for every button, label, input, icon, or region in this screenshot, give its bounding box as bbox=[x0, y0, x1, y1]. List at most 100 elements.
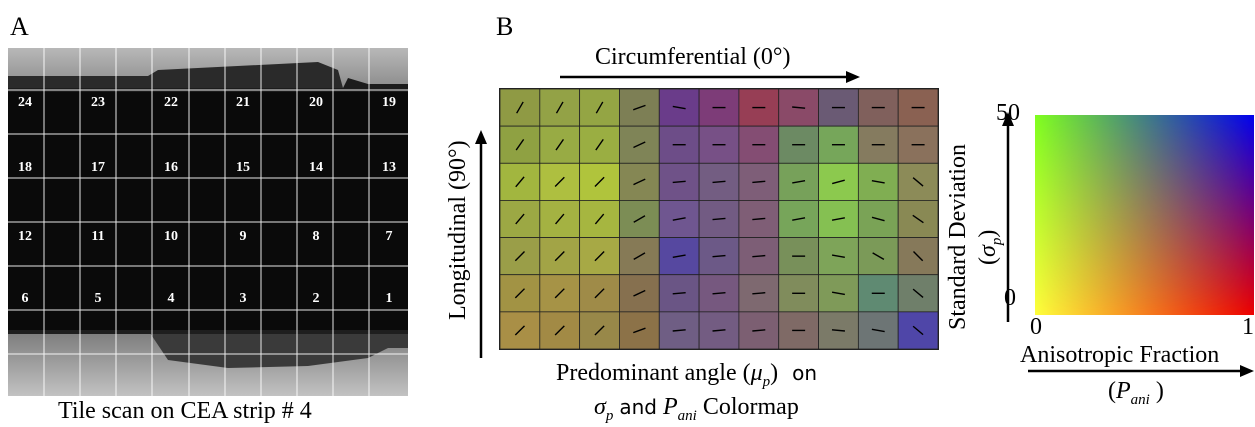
orientation-mark bbox=[633, 141, 646, 149]
orientation-mark bbox=[712, 217, 726, 221]
orientation-mark bbox=[516, 101, 524, 114]
orientation-mark bbox=[554, 251, 565, 262]
colormap-x-min: 0 bbox=[1030, 314, 1042, 340]
orientation-mark bbox=[515, 176, 525, 188]
orientation-mark bbox=[633, 104, 646, 111]
orientation-mark bbox=[672, 217, 686, 221]
grid-cell bbox=[499, 162, 541, 201]
orientation-mark bbox=[831, 329, 845, 332]
tile-number: 16 bbox=[164, 160, 178, 175]
tile-number: 1 bbox=[385, 291, 393, 306]
orientation-mark bbox=[752, 217, 766, 221]
orientation-mark bbox=[672, 105, 686, 110]
panel-a-caption: Tile scan on CEA strip # 4 bbox=[58, 398, 312, 424]
orientation-mark bbox=[633, 215, 646, 223]
colormap-y-min: 0 bbox=[1004, 285, 1016, 311]
longitudinal-arrow bbox=[475, 130, 487, 358]
orientation-mark bbox=[831, 291, 845, 296]
circumferential-arrow bbox=[560, 71, 860, 83]
caption-and: and bbox=[619, 395, 657, 419]
colormap-p: P bbox=[1116, 378, 1131, 404]
orientation-mark bbox=[831, 254, 845, 258]
orientation-mark bbox=[555, 213, 565, 225]
orientation-mark bbox=[872, 252, 885, 260]
orientation-mark bbox=[792, 217, 806, 221]
caption-mu-sub: p bbox=[762, 373, 771, 390]
orientation-mark bbox=[672, 254, 686, 258]
tile-number: 22 bbox=[164, 95, 178, 110]
tile-number: 23 bbox=[91, 95, 105, 110]
tile-number: 10 bbox=[164, 229, 178, 244]
orientation-mark bbox=[594, 288, 605, 299]
grid-cell bbox=[738, 237, 780, 276]
grid-cell bbox=[619, 237, 660, 276]
colormap-p-sub: ani bbox=[1130, 391, 1150, 408]
tile-number: 6 bbox=[21, 291, 29, 306]
caption-mu: μ bbox=[750, 360, 763, 386]
orientation-mark bbox=[555, 101, 564, 114]
orientation-mark bbox=[712, 254, 726, 258]
caption-p-sub: ani bbox=[677, 407, 697, 424]
orientation-mark bbox=[594, 251, 605, 262]
orientation-mark bbox=[792, 180, 806, 184]
orientation-mark bbox=[792, 106, 806, 109]
orientation-mark bbox=[514, 288, 526, 299]
tile-number: 12 bbox=[18, 229, 32, 244]
colormap-square bbox=[1035, 115, 1254, 315]
orientation-mark bbox=[871, 180, 885, 184]
panel-b-caption-line1: Predominant angle (μp) on bbox=[556, 360, 817, 391]
colormap-x-max: 1 bbox=[1242, 314, 1254, 340]
orientation-mark bbox=[912, 251, 924, 262]
longitudinal-label: Longitudinal (90°) bbox=[445, 140, 471, 320]
caption-colormap: Colormap bbox=[702, 394, 799, 420]
tile-number: 4 bbox=[167, 291, 175, 306]
tile-number: 2 bbox=[312, 291, 320, 306]
caption-p: P bbox=[662, 394, 678, 420]
orientation-mark bbox=[554, 176, 565, 187]
orientation-mark bbox=[633, 327, 646, 334]
orientation-mark bbox=[831, 217, 845, 221]
orientation-mark bbox=[514, 251, 526, 262]
tile-number: 9 bbox=[239, 229, 247, 244]
tile-number: 19 bbox=[382, 95, 396, 110]
caption-sigma-sub: p bbox=[605, 407, 614, 424]
orientation-mark bbox=[595, 101, 604, 114]
tile-number: 5 bbox=[94, 291, 102, 306]
colormap-x-arrow bbox=[1028, 365, 1254, 377]
orientation-mark bbox=[633, 178, 646, 186]
colormap-x-label: Anisotropic Fraction bbox=[1020, 342, 1220, 368]
colormap-sigma: σ bbox=[975, 245, 1001, 257]
colormap-y-max: 50 bbox=[996, 100, 1020, 126]
orientation-mark bbox=[554, 325, 565, 336]
orientation-mark bbox=[871, 328, 885, 333]
orientation-mark bbox=[912, 288, 924, 299]
orientation-mark bbox=[831, 179, 845, 185]
tile-scan-image: 24 23 22 21 20 19 18 17 16 15 14 13 12 11 10 9 8 7 6 5 4 3 2 1 bbox=[8, 48, 408, 396]
caption-on: on bbox=[792, 361, 818, 385]
tile-number: 24 bbox=[18, 95, 32, 110]
colormap-x-symbol: (Pani ) bbox=[1108, 378, 1164, 408]
caption-sigma: σ bbox=[594, 394, 606, 420]
orientation-mark bbox=[594, 213, 605, 225]
orientation-mark bbox=[912, 325, 924, 336]
orientation-mark bbox=[912, 214, 924, 224]
orientation-mark bbox=[752, 180, 766, 184]
orientation-grid bbox=[499, 88, 939, 350]
tile-number: 17 bbox=[91, 160, 105, 175]
tile-number: 13 bbox=[382, 160, 396, 175]
tile-number: 3 bbox=[239, 291, 247, 306]
orientation-mark bbox=[672, 292, 686, 295]
orientation-grid-svg bbox=[499, 88, 939, 350]
orientation-mark bbox=[672, 180, 686, 184]
orientation-mark bbox=[594, 325, 605, 336]
tile-number: 15 bbox=[236, 160, 250, 175]
orientation-mark bbox=[595, 138, 604, 151]
orientation-mark bbox=[594, 176, 605, 187]
orientation-mark bbox=[752, 292, 766, 295]
orientation-mark bbox=[515, 138, 525, 151]
colormap-y-arrow bbox=[1002, 112, 1014, 322]
orientation-mark bbox=[555, 138, 565, 151]
orientation-mark bbox=[871, 216, 885, 222]
tile-number: 20 bbox=[309, 95, 323, 110]
orientation-mark bbox=[672, 329, 686, 332]
